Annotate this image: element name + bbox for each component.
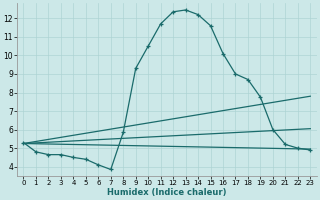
X-axis label: Humidex (Indice chaleur): Humidex (Indice chaleur) <box>107 188 227 197</box>
